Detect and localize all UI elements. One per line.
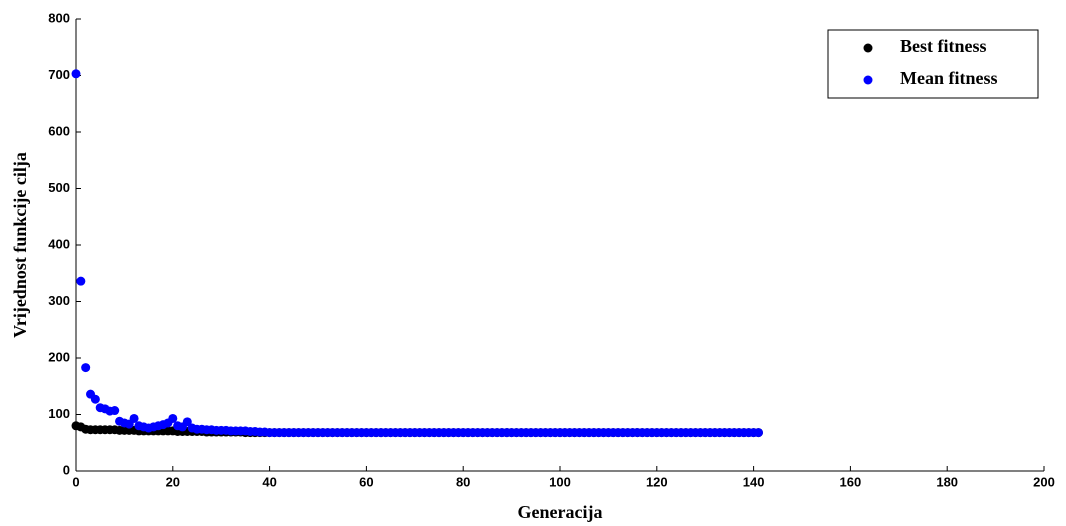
legend-label: Mean fitness	[900, 68, 998, 88]
point	[129, 413, 139, 423]
x-tick-label: 60	[359, 474, 373, 489]
y-axis-label: Vrijednost funkcije cilja	[10, 152, 30, 338]
x-tick-label: 160	[840, 474, 862, 489]
y-tick-label: 700	[48, 67, 70, 82]
y-tick-label: 600	[48, 123, 70, 138]
point	[81, 363, 91, 373]
x-tick-label: 100	[549, 474, 571, 489]
x-tick-label: 120	[646, 474, 668, 489]
x-axis-label: Generacija	[518, 502, 603, 522]
y-tick-label: 800	[48, 10, 70, 25]
y-tick-label: 400	[48, 236, 70, 251]
y-tick-label: 0	[63, 462, 70, 477]
x-tick-label: 200	[1033, 474, 1055, 489]
point	[71, 69, 81, 79]
point	[76, 276, 86, 286]
x-tick-label: 20	[166, 474, 180, 489]
point	[168, 413, 178, 423]
y-tick-label: 200	[48, 349, 70, 364]
point	[182, 417, 192, 427]
point	[753, 428, 763, 438]
x-tick-label: 140	[743, 474, 765, 489]
x-tick-label: 0	[72, 474, 79, 489]
legend-label: Best fitness	[900, 36, 987, 56]
y-tick-label: 500	[48, 180, 70, 195]
y-tick-label: 300	[48, 293, 70, 308]
legend-marker	[863, 43, 873, 53]
x-tick-label: 180	[936, 474, 958, 489]
point	[90, 394, 100, 404]
y-tick-label: 100	[48, 406, 70, 421]
point	[110, 406, 120, 416]
x-tick-label: 80	[456, 474, 470, 489]
legend-marker	[863, 75, 873, 85]
x-tick-label: 40	[262, 474, 276, 489]
legend-box	[827, 29, 1039, 99]
